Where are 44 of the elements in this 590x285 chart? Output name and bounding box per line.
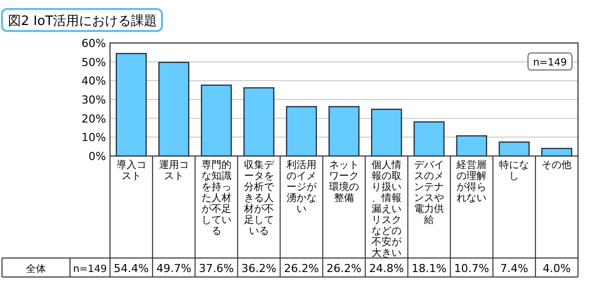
- annotation: n=149: [533, 58, 567, 68]
- x-tick-label: 経営層の理解が得られない: [456, 159, 487, 204]
- bar: [371, 108, 402, 157]
- data-label: 24.8%: [369, 262, 404, 275]
- x-tick-label: 導入コスト: [116, 159, 146, 182]
- y-tick-label: 10%: [82, 131, 106, 144]
- x-tick-label: その他: [542, 159, 572, 171]
- data-label: 26.2%: [326, 262, 362, 275]
- y-tick-label: 60%: [82, 37, 106, 50]
- text: n=149: [73, 264, 107, 275]
- category-label: 個人情報の取り扱い、情報漏えいリスクなどの不安が大きい: [372, 160, 402, 259]
- x-tick-label: ネットワーク環境の整備: [329, 160, 359, 204]
- data-label: 18.1%: [412, 262, 447, 275]
- x-tick-label: 特になし: [499, 159, 530, 182]
- x-tick-label: デバイスのメンテナンスや電力供給: [414, 160, 444, 226]
- data-label: 10.7%: [454, 262, 490, 275]
- y-tick-label: 0%: [88, 150, 106, 163]
- data-label: 4.0%: [542, 262, 571, 275]
- data-label: 37.6%: [198, 262, 234, 275]
- x-tick-label: 利活用のイメージが湧かない: [286, 159, 318, 215]
- x-tick-label: 運用コスト: [158, 159, 189, 182]
- bar: [286, 106, 317, 157]
- text: 全体: [26, 263, 46, 275]
- bar: [158, 62, 190, 157]
- bar: [498, 141, 530, 157]
- y-tick-label: 30%: [82, 94, 106, 106]
- bar: [200, 84, 232, 157]
- bar: [116, 52, 147, 157]
- y-tick-label: 20%: [82, 112, 106, 126]
- x-tick-label: 専門的な知識を持った人材が不足している: [201, 159, 232, 237]
- bar: [414, 121, 445, 157]
- data-label: 26.2%: [284, 262, 319, 275]
- data-label: 36.2%: [241, 262, 276, 275]
- data-label: 7.4%: [500, 262, 528, 275]
- bar: [243, 87, 274, 157]
- y-tick-label: 50%: [82, 56, 106, 69]
- title: 図2 IoT活用における課題: [1, 8, 163, 32]
- chart-title: 図2 IoT活用における課題: [8, 14, 158, 29]
- y-tick-label: 40%: [82, 74, 106, 88]
- data-label: 54.4%: [114, 262, 149, 275]
- x-tick-label: 収集データを分析できる人材が不足している: [242, 159, 275, 237]
- bar: [456, 135, 488, 157]
- data-label: 49.7%: [156, 262, 192, 275]
- bar: [328, 106, 360, 157]
